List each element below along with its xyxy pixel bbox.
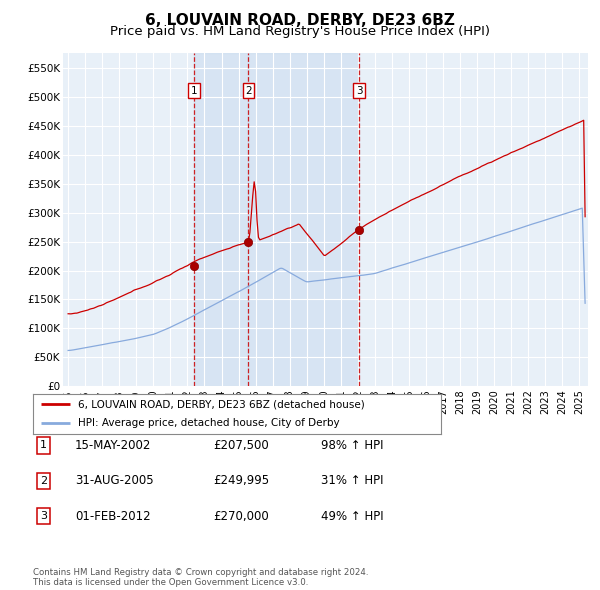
Text: £249,995: £249,995: [213, 474, 269, 487]
Bar: [248, 53, 359, 386]
Text: 1: 1: [190, 86, 197, 96]
Text: HPI: Average price, detached house, City of Derby: HPI: Average price, detached house, City…: [78, 418, 340, 428]
Text: 49% ↑ HPI: 49% ↑ HPI: [321, 510, 383, 523]
Text: 6, LOUVAIN ROAD, DERBY, DE23 6BZ (detached house): 6, LOUVAIN ROAD, DERBY, DE23 6BZ (detach…: [78, 399, 365, 409]
Text: 3: 3: [40, 512, 47, 521]
Text: 1: 1: [40, 441, 47, 450]
Text: Price paid vs. HM Land Registry's House Price Index (HPI): Price paid vs. HM Land Registry's House …: [110, 25, 490, 38]
Text: 98% ↑ HPI: 98% ↑ HPI: [321, 439, 383, 452]
Text: 31-AUG-2005: 31-AUG-2005: [75, 474, 154, 487]
Text: £207,500: £207,500: [213, 439, 269, 452]
Text: 3: 3: [356, 86, 362, 96]
Text: 6, LOUVAIN ROAD, DERBY, DE23 6BZ: 6, LOUVAIN ROAD, DERBY, DE23 6BZ: [145, 13, 455, 28]
Text: 15-MAY-2002: 15-MAY-2002: [75, 439, 151, 452]
Bar: [194, 53, 248, 386]
Text: Contains HM Land Registry data © Crown copyright and database right 2024.
This d: Contains HM Land Registry data © Crown c…: [33, 568, 368, 587]
Text: 2: 2: [245, 86, 252, 96]
Text: £270,000: £270,000: [213, 510, 269, 523]
Text: 31% ↑ HPI: 31% ↑ HPI: [321, 474, 383, 487]
Text: 2: 2: [40, 476, 47, 486]
Text: 01-FEB-2012: 01-FEB-2012: [75, 510, 151, 523]
